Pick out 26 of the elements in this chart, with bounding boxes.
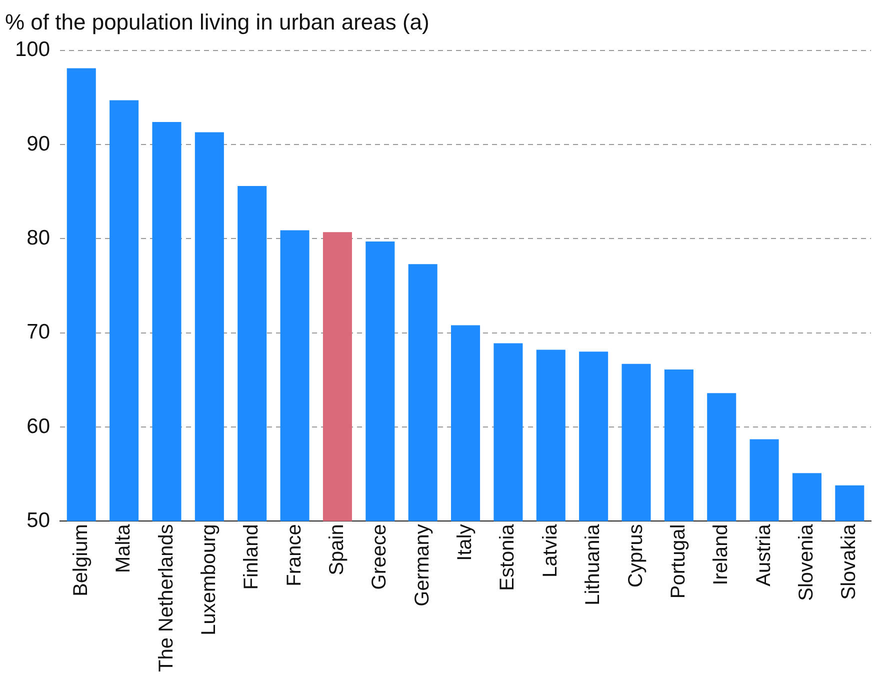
x-tick-label: Germany — [411, 524, 434, 606]
x-tick-label: The Netherlands — [155, 524, 178, 672]
y-tick-label: 100 — [14, 38, 50, 62]
x-tick-label: Latvia — [539, 523, 562, 578]
x-tick-label: Belgium — [70, 524, 92, 596]
y-tick-label: 60 — [26, 414, 50, 438]
x-tick-label: France — [283, 524, 306, 586]
chart-title: % of the population living in urban areas (a) — [5, 9, 430, 34]
x-tick-label: Ireland — [710, 524, 732, 586]
x-tick-label: Slovenia — [795, 523, 818, 601]
x-tick-label: Portugal — [667, 524, 690, 599]
x-tick-label: Luxembourg — [198, 524, 220, 636]
y-tick-label: 80 — [26, 226, 50, 250]
x-tick-label: Malta — [112, 523, 135, 574]
x-tick-label: Greece — [368, 524, 391, 590]
y-tick-label: 50 — [26, 508, 50, 532]
x-tick-label: Slovakia — [838, 523, 860, 600]
x-tick-label: Spain — [326, 524, 348, 576]
y-tick-label: 70 — [26, 320, 50, 344]
y-tick-label: 90 — [26, 132, 50, 156]
x-tick-label: Finland — [240, 524, 263, 590]
x-tick-label: Austria — [752, 523, 775, 586]
x-tick-label: Italy — [454, 524, 476, 561]
x-tick-label: Cyprus — [624, 524, 647, 588]
x-tick-label: Estonia — [496, 523, 519, 591]
x-tick-label: Lithuania — [582, 523, 604, 606]
